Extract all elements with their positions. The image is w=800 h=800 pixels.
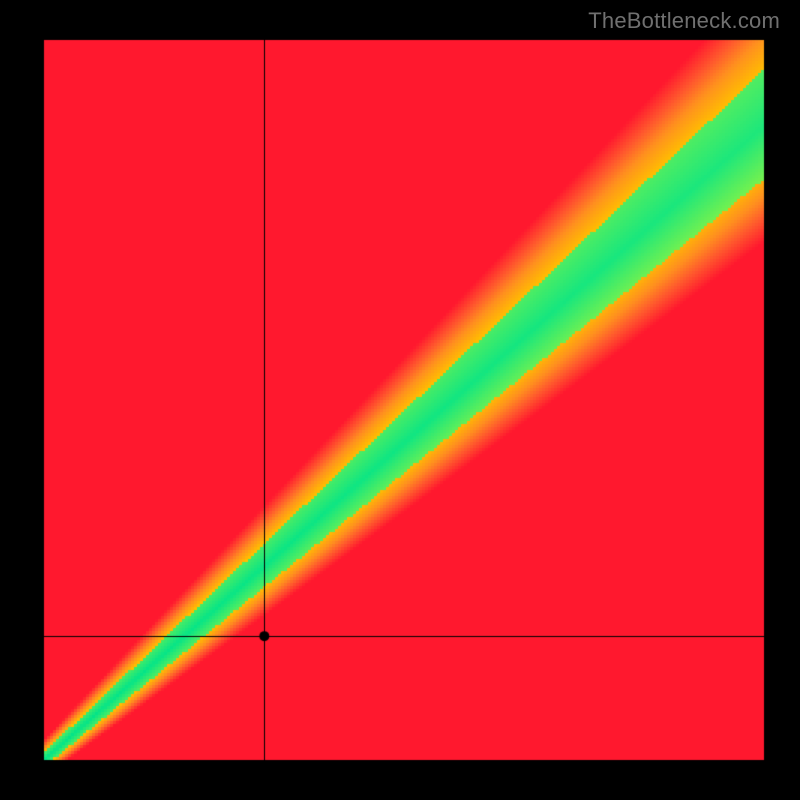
watermark-text: TheBottleneck.com xyxy=(588,8,780,34)
heatmap-canvas xyxy=(0,0,800,800)
